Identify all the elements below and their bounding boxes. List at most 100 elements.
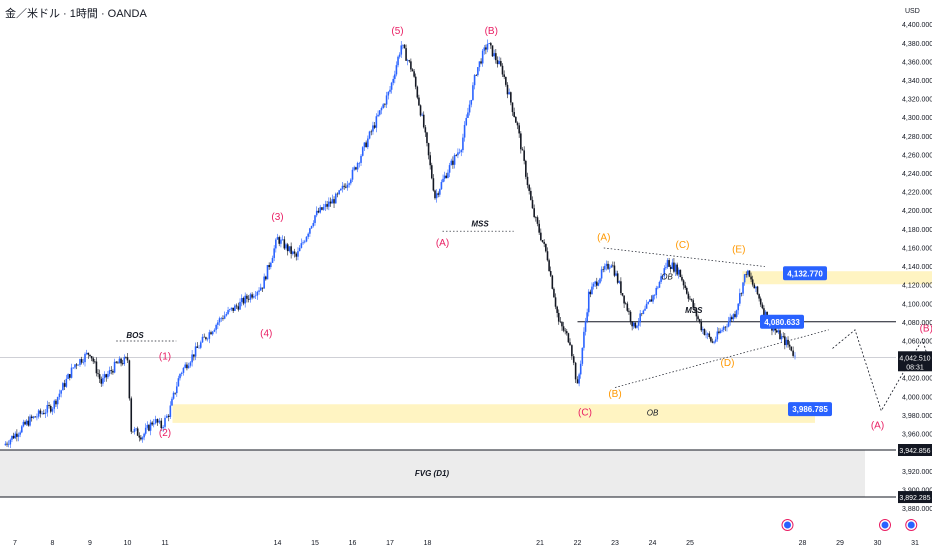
candle-body	[51, 408, 54, 412]
candle-body	[536, 217, 539, 224]
candle-body	[644, 308, 646, 311]
y-tick-label: 4,360.000	[902, 59, 932, 66]
candle-body	[128, 360, 131, 399]
candle-body	[32, 416, 35, 419]
candle-body	[772, 328, 775, 331]
candle-body	[95, 361, 98, 374]
candle-body	[562, 326, 565, 331]
x-tick-label: 31	[911, 540, 919, 547]
candle-body	[135, 428, 137, 430]
candle-body	[30, 416, 33, 419]
candle-body	[334, 193, 337, 204]
candle-body	[120, 358, 122, 364]
candle-body	[652, 295, 654, 302]
candle-body	[679, 269, 682, 277]
y-tick-label: 4,060.000	[902, 339, 932, 346]
candle-body	[620, 281, 622, 294]
candle-body	[650, 299, 653, 302]
candle-body	[574, 362, 577, 380]
candle-body	[782, 336, 785, 337]
candle-body	[39, 410, 42, 414]
candle-body	[553, 288, 555, 298]
candle-body	[143, 433, 145, 438]
candle-body	[698, 319, 701, 322]
candle-body	[676, 264, 678, 275]
candle-body	[394, 74, 396, 79]
candle-body	[351, 169, 354, 180]
candle-body	[448, 165, 451, 173]
candle-body	[628, 310, 630, 312]
candle-body	[100, 378, 103, 384]
candle-body	[710, 337, 712, 342]
price-badge-bg	[760, 314, 804, 329]
candle-body	[572, 356, 575, 363]
candle-body	[118, 358, 121, 364]
candle-body	[247, 298, 250, 300]
candle-body	[690, 299, 693, 301]
wave-label: (B)	[920, 324, 932, 335]
candle-body	[177, 378, 180, 387]
wave-label: (D)	[721, 358, 735, 369]
candle-body	[46, 405, 49, 413]
candle-body	[259, 287, 262, 291]
candle-body	[569, 342, 571, 346]
candle-body	[288, 246, 291, 252]
candle-body	[85, 352, 88, 354]
candle-body	[629, 311, 632, 322]
x-tick-label: 30	[874, 540, 882, 547]
x-tick-label: 17	[386, 540, 394, 547]
candle-body	[340, 188, 342, 191]
candle-body	[777, 330, 780, 333]
x-tick-label: 15	[311, 540, 319, 547]
candle-body	[60, 390, 62, 394]
candle-body	[665, 267, 667, 269]
x-tick-label: 14	[274, 540, 282, 547]
candle-body	[706, 333, 709, 335]
candle-body	[208, 332, 211, 339]
candle-body	[341, 185, 344, 189]
candle-body	[258, 290, 260, 292]
candle-body	[681, 276, 683, 281]
candle-body	[324, 204, 327, 207]
candle-body	[36, 416, 38, 418]
candle-body	[213, 329, 216, 332]
candle-body	[742, 282, 744, 294]
candle-body	[457, 152, 459, 156]
candle-body	[67, 374, 69, 379]
candle-body	[268, 265, 270, 268]
candle-body	[508, 92, 510, 95]
candle-body	[483, 47, 486, 51]
candle-body	[136, 428, 139, 436]
event-icon	[781, 519, 794, 531]
y-tick-label: 4,000.000	[902, 394, 932, 401]
candle-body	[493, 53, 495, 57]
candle-body	[775, 330, 778, 333]
candle-body	[126, 357, 129, 361]
candle-body	[455, 155, 458, 156]
x-tick-label: 25	[686, 540, 694, 547]
candle-body	[92, 358, 95, 362]
candle-body	[220, 318, 223, 319]
candle-body	[695, 308, 698, 317]
candle-body	[7, 444, 10, 446]
candle-body	[398, 54, 401, 57]
candle-body	[645, 303, 648, 309]
candle-body	[549, 271, 552, 276]
candle-body	[647, 302, 650, 304]
candle-body	[239, 301, 241, 310]
candle-body	[724, 326, 727, 328]
candle-body	[713, 341, 715, 343]
candle-body	[373, 125, 376, 128]
candle-body	[246, 295, 248, 299]
x-tick-label: 11	[161, 540, 168, 547]
candle-body	[794, 355, 796, 357]
candle-body	[556, 306, 558, 313]
candle-body	[292, 251, 294, 254]
candle-body	[531, 199, 534, 209]
candle-body	[89, 354, 91, 357]
candle-body	[694, 307, 696, 309]
candle-body	[20, 426, 23, 433]
candle-body	[565, 331, 568, 334]
candle-body	[87, 352, 90, 355]
